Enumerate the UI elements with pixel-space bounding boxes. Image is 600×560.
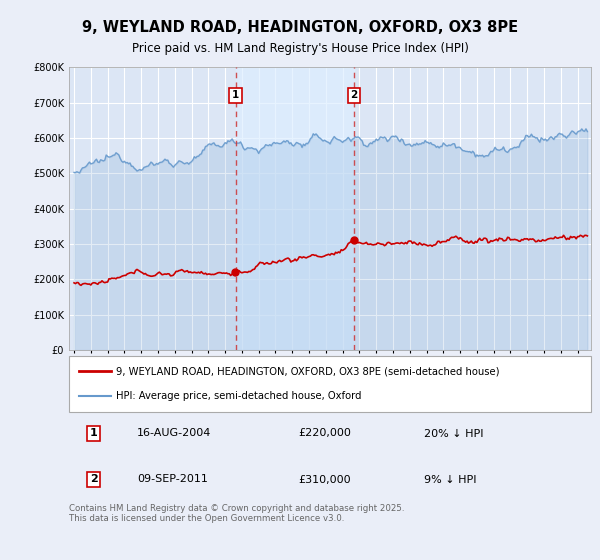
Text: 09-SEP-2011: 09-SEP-2011	[137, 474, 208, 484]
Bar	[236, 67, 354, 350]
Text: Contains HM Land Registry data © Crown copyright and database right 2025.
This d: Contains HM Land Registry data © Crown c…	[69, 504, 404, 524]
Text: £220,000: £220,000	[299, 428, 352, 438]
Text: 20% ↓ HPI: 20% ↓ HPI	[424, 428, 484, 438]
Text: 1: 1	[232, 91, 239, 100]
Text: 2: 2	[350, 91, 358, 100]
Text: 9, WEYLAND ROAD, HEADINGTON, OXFORD, OX3 8PE: 9, WEYLAND ROAD, HEADINGTON, OXFORD, OX3…	[82, 20, 518, 35]
Text: Price paid vs. HM Land Registry's House Price Index (HPI): Price paid vs. HM Land Registry's House …	[131, 42, 469, 55]
Text: 2: 2	[90, 474, 98, 484]
Text: 9% ↓ HPI: 9% ↓ HPI	[424, 474, 476, 484]
Text: HPI: Average price, semi-detached house, Oxford: HPI: Average price, semi-detached house,…	[116, 391, 361, 402]
Text: 16-AUG-2004: 16-AUG-2004	[137, 428, 211, 438]
Text: 9, WEYLAND ROAD, HEADINGTON, OXFORD, OX3 8PE (semi-detached house): 9, WEYLAND ROAD, HEADINGTON, OXFORD, OX3…	[116, 366, 499, 376]
Text: £310,000: £310,000	[299, 474, 352, 484]
Text: 1: 1	[90, 428, 98, 438]
FancyBboxPatch shape	[69, 356, 591, 412]
